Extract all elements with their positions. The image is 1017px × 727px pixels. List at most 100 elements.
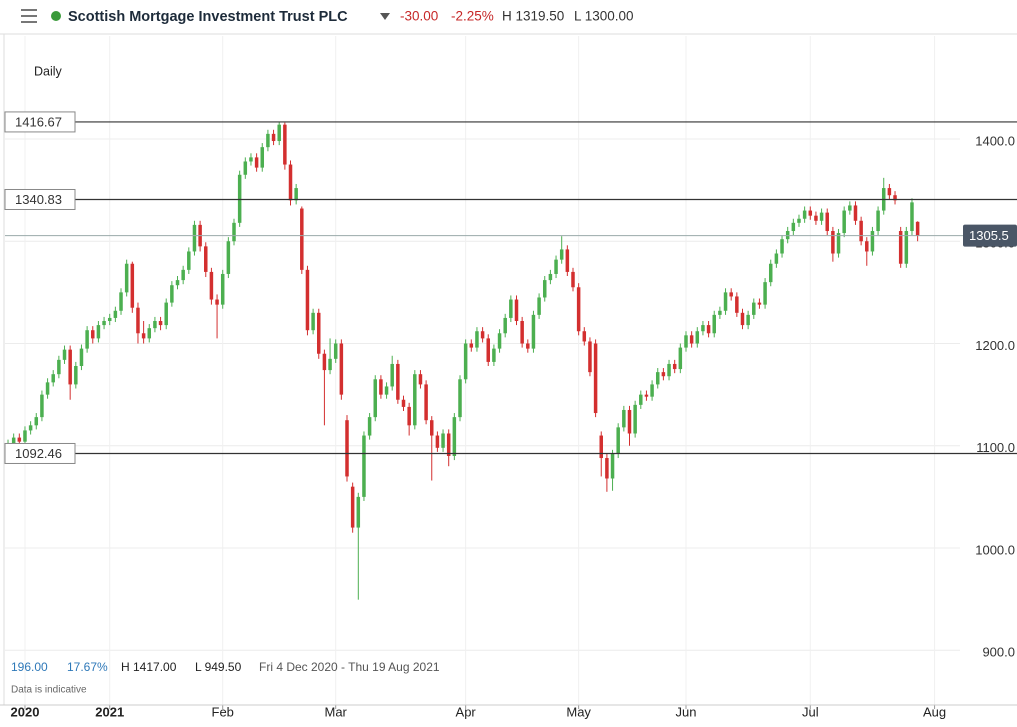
x-tick-label: Apr xyxy=(456,704,477,719)
candle-body xyxy=(650,384,654,397)
candle-body xyxy=(480,331,485,339)
x-tick-label: Feb xyxy=(212,704,234,719)
candle-body xyxy=(317,312,321,354)
candle-body xyxy=(328,358,332,371)
instrument-name[interactable]: Scottish Mortgage Investment Trust PLC xyxy=(68,9,348,25)
candle-body xyxy=(458,379,462,418)
candle-body xyxy=(435,435,440,448)
candle-body xyxy=(571,271,575,288)
header-low: L 1300.00 xyxy=(574,9,634,24)
level-label-box xyxy=(4,188,76,210)
candle-body xyxy=(644,394,649,397)
candle-body xyxy=(785,231,790,240)
candle-body xyxy=(300,208,304,270)
candle-body xyxy=(763,282,767,305)
candle-body xyxy=(463,343,468,380)
candle-body xyxy=(757,302,762,305)
candle-body xyxy=(848,205,852,211)
candle-body xyxy=(893,195,897,201)
x-tick-label: 2021 xyxy=(95,704,124,719)
candle-body xyxy=(554,259,558,274)
candle-body xyxy=(271,133,276,142)
candle-body xyxy=(204,246,208,272)
candle-body xyxy=(62,349,67,360)
candle-body xyxy=(825,212,829,232)
footer-note: Data is indicative xyxy=(11,685,87,696)
candle-body xyxy=(836,233,841,254)
candle-body xyxy=(582,331,587,342)
footer-range: Fri 4 Dec 2020 - Thu 19 Aug 2021 xyxy=(259,660,440,674)
candle-body xyxy=(684,335,688,348)
candle-body xyxy=(57,359,61,375)
candle-body xyxy=(509,299,513,318)
candle-body xyxy=(876,210,880,232)
candle-body xyxy=(85,330,89,349)
candle-body xyxy=(559,249,564,260)
y-tick-label: 900.0 xyxy=(982,645,1015,660)
candle-body xyxy=(616,427,620,454)
candle-body xyxy=(237,174,242,223)
candle-body xyxy=(430,420,434,436)
candle-body xyxy=(548,273,553,281)
candle-body xyxy=(576,287,581,332)
candle-body xyxy=(124,263,129,293)
candle-body xyxy=(452,417,457,456)
footer-low: L 949.50 xyxy=(195,660,242,674)
candle-body xyxy=(870,231,875,252)
candle-body xyxy=(526,343,530,349)
candle-body xyxy=(260,147,265,168)
candle-body xyxy=(243,161,248,175)
candle-body xyxy=(712,314,716,334)
candle-body xyxy=(774,253,779,264)
x-tick-label: Aug xyxy=(923,704,946,719)
candle-body xyxy=(497,333,502,349)
menu-icon[interactable] xyxy=(21,9,37,23)
candle-body xyxy=(288,164,293,201)
candle-body xyxy=(588,341,592,373)
candle-body xyxy=(593,343,598,414)
candle-body xyxy=(119,292,123,311)
candle-body xyxy=(898,231,903,264)
footer-high: H 1417.00 xyxy=(121,660,177,674)
current-price-label: 1305.5 xyxy=(969,228,1009,243)
candle-body xyxy=(723,292,728,311)
candle-body xyxy=(158,321,163,326)
candle-body xyxy=(333,343,338,359)
status-dot xyxy=(51,11,61,21)
candle-body xyxy=(514,299,519,322)
candle-body xyxy=(531,314,536,349)
candle-body xyxy=(220,273,225,305)
candle-body xyxy=(192,224,197,252)
interval-label[interactable]: Daily xyxy=(34,64,63,78)
candle-body xyxy=(153,321,157,329)
candle-body xyxy=(396,363,400,400)
candle-body xyxy=(831,231,835,254)
candle-body xyxy=(661,372,666,377)
candle-body xyxy=(859,220,863,242)
candle-body xyxy=(181,269,185,281)
candle-body xyxy=(678,347,683,370)
footer-change-pct: 17.67% xyxy=(67,660,108,674)
y-tick-label: 1000.0 xyxy=(975,542,1015,557)
x-tick-label: Jul xyxy=(802,704,819,719)
candle-body xyxy=(802,210,807,219)
candle-body xyxy=(780,239,784,254)
candle-body xyxy=(808,210,813,216)
candle-body xyxy=(147,328,152,339)
candle-body xyxy=(74,366,78,385)
candle-body xyxy=(254,157,259,168)
candle-body xyxy=(655,372,660,385)
candle-body xyxy=(424,384,428,421)
candle-body xyxy=(915,221,920,236)
candle-body xyxy=(339,343,344,395)
candle-body xyxy=(718,310,722,315)
dropdown-arrow[interactable] xyxy=(380,13,390,20)
candle-body xyxy=(187,251,191,270)
candle-body xyxy=(746,314,750,326)
candle-body xyxy=(294,188,298,201)
candle-body xyxy=(79,348,84,367)
candle-body xyxy=(91,330,95,339)
header-change: -30.00 xyxy=(400,9,438,24)
candle-body xyxy=(283,124,287,165)
